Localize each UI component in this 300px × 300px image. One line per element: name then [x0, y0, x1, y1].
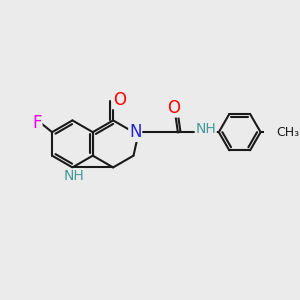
Text: F: F	[32, 114, 42, 132]
Text: NH: NH	[64, 169, 85, 183]
Text: O: O	[113, 91, 126, 109]
Text: N: N	[129, 123, 142, 141]
Text: O: O	[167, 99, 180, 117]
Text: NH: NH	[195, 122, 216, 136]
Text: CH₃: CH₃	[276, 126, 299, 139]
